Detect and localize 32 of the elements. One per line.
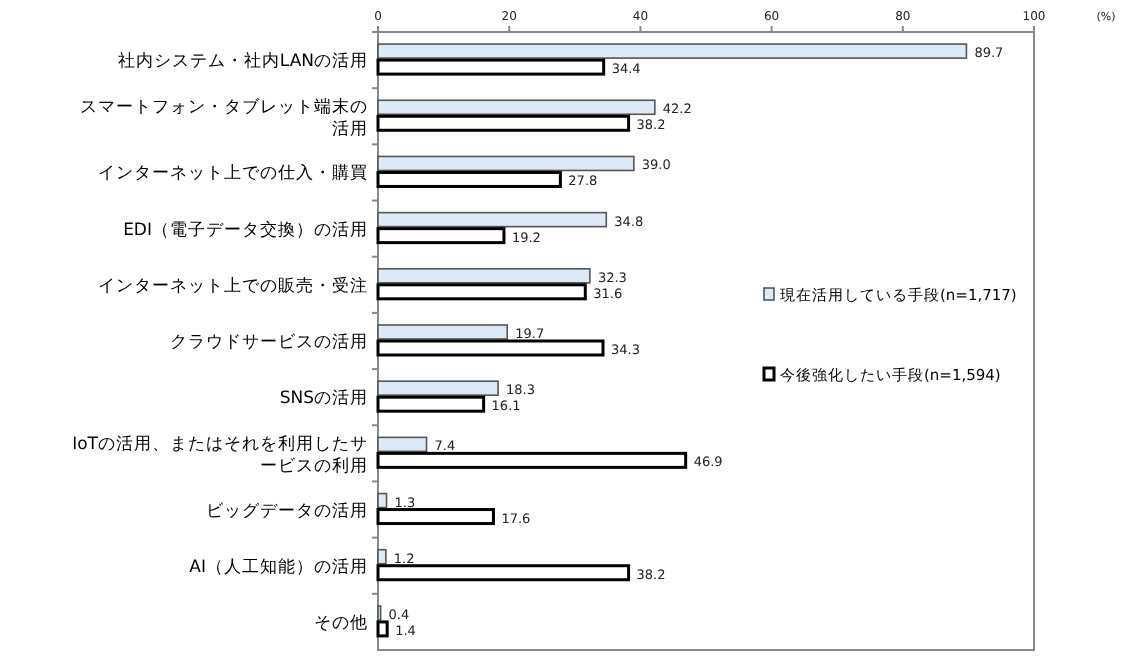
bar [377, 155, 635, 172]
bar [377, 43, 968, 59]
y-tick-label: その他 [314, 611, 368, 634]
bar [377, 99, 656, 116]
bar [377, 492, 388, 509]
bar [376, 227, 506, 245]
bar [376, 170, 562, 188]
bar [377, 436, 428, 453]
bar [376, 283, 587, 301]
bar [376, 620, 389, 638]
bar [376, 395, 486, 413]
bar [377, 211, 608, 228]
y-tick-label: インターネット上での仕入・購買 [98, 162, 368, 185]
y-tick-label: IoTの活用、またはそれを利用したサービスの利用 [72, 433, 368, 478]
y-tick-label: 社内システム・社内LANの活用 [117, 50, 368, 73]
y-tick-label: インターネット上での販売・受注 [98, 274, 368, 297]
bar [377, 380, 499, 396]
bar [376, 58, 606, 76]
y-tick-label: AI（人工知能）の活用 [189, 555, 368, 578]
y-tick-label: ビッグデータの活用 [206, 499, 368, 522]
y-tick-label: クラウドサービスの活用 [170, 331, 368, 353]
y-tick-label: スマートフォン・タブレット端末の活用 [80, 96, 368, 141]
bar [376, 114, 631, 132]
bar [377, 324, 509, 340]
bar [376, 564, 631, 582]
y-tick-label: EDI（電子データ交換）の活用 [123, 218, 368, 241]
y-tick-label: SNSの活用 [279, 387, 368, 410]
bar [377, 548, 387, 565]
bar [376, 451, 688, 469]
bar [377, 268, 591, 284]
bar [376, 508, 495, 526]
bar [376, 339, 605, 357]
